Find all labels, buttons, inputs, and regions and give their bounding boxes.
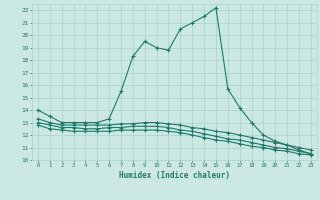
X-axis label: Humidex (Indice chaleur): Humidex (Indice chaleur) xyxy=(119,171,230,180)
